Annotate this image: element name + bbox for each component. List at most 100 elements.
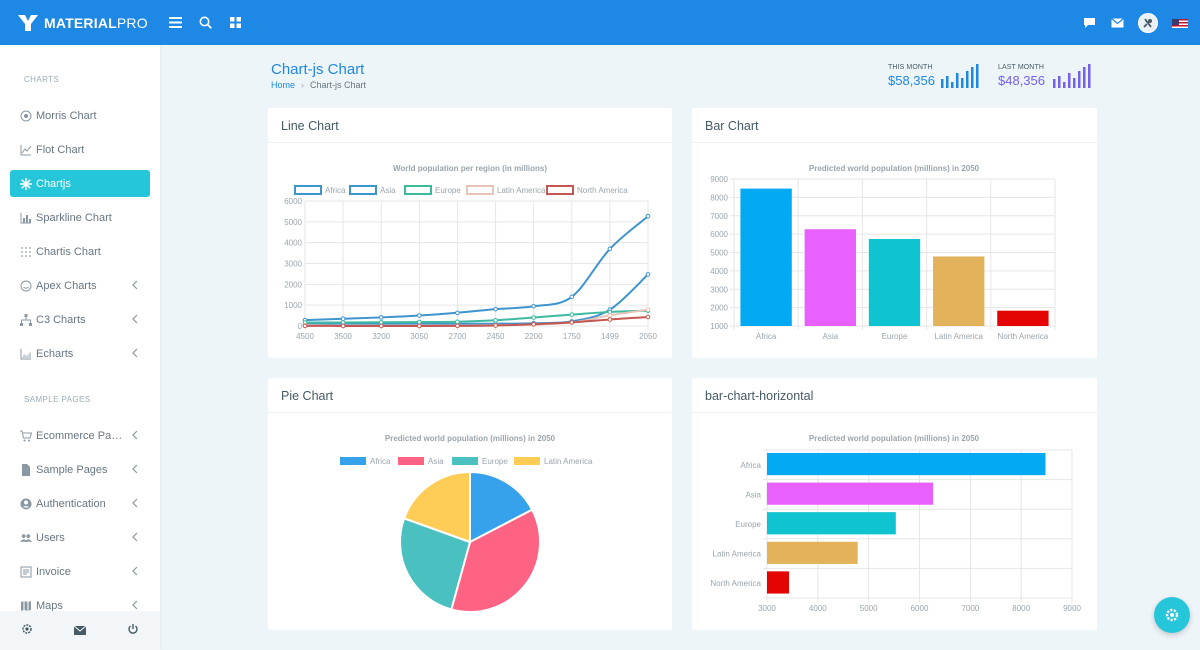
us-flag-icon[interactable] xyxy=(1172,17,1188,28)
map-icon xyxy=(20,600,32,612)
sidebar: CHARTS Morris Chart Flot Chart Chartjs S… xyxy=(0,45,160,650)
legend-swatch xyxy=(546,185,574,195)
x-tick-label: 7000 xyxy=(961,604,979,613)
sidebar-item-maps[interactable]: Maps xyxy=(10,592,150,619)
sidebar-item-ecommerce-pages[interactable]: Ecommerce Pages xyxy=(10,422,150,449)
sidebar-item-morris-chart[interactable]: Morris Chart xyxy=(10,102,150,129)
bar xyxy=(767,452,1046,476)
series-line xyxy=(304,215,649,322)
data-point xyxy=(417,319,422,325)
bar-chart-icon xyxy=(20,212,32,224)
chart-title: Predicted world population (millions) in… xyxy=(809,164,980,173)
data-point xyxy=(417,313,422,318)
avatar[interactable] xyxy=(1138,12,1158,33)
data-point xyxy=(455,310,460,316)
brand-logo[interactable]: MATERIAL PRO xyxy=(0,14,160,31)
y-tick-label: 5000 xyxy=(284,218,302,227)
series-line xyxy=(304,273,649,326)
sidebar-item-users[interactable]: Users xyxy=(10,524,150,551)
last-month-sparkline-icon xyxy=(1053,64,1091,88)
sidebar-item-invoice[interactable]: Invoice xyxy=(10,558,150,585)
y-tick-label: 4000 xyxy=(710,267,728,276)
settings-fab-button[interactable] xyxy=(1154,597,1190,633)
data-point xyxy=(569,320,575,325)
settings-icon[interactable] xyxy=(21,622,33,640)
y-tick-label: 2000 xyxy=(710,304,728,313)
pie-slice xyxy=(469,470,534,544)
chevron-left-icon xyxy=(132,464,138,474)
legend-label: Asia xyxy=(428,457,444,466)
pie-slice xyxy=(450,508,541,613)
breadcrumb: Home › Chart-js Chart xyxy=(271,80,366,90)
y-tick-label: 9000 xyxy=(710,175,728,184)
sidebar-item-label: Echarts xyxy=(36,347,74,360)
data-point xyxy=(607,246,613,252)
apps-grid-icon[interactable] xyxy=(228,16,242,30)
search-icon[interactable] xyxy=(198,16,212,30)
brand-name-light: PRO xyxy=(116,14,148,31)
bar xyxy=(868,239,921,326)
data-point xyxy=(645,272,651,277)
x-tick-label: Asia xyxy=(823,332,839,341)
power-icon[interactable] xyxy=(127,622,139,640)
sidebar-item-apex-charts[interactable]: Apex Charts xyxy=(10,272,150,299)
sidebar-item-label: C3 Charts xyxy=(36,313,86,326)
last-month-label: LAST MONTH xyxy=(998,64,1044,71)
bar-chart-card: Bar Chart Predicted world population (mi… xyxy=(692,108,1097,358)
sidebar-item-flot-chart[interactable]: Flot Chart xyxy=(10,136,150,163)
data-point xyxy=(455,323,460,329)
legend-label: Africa xyxy=(325,186,346,195)
sidebar-item-sparkline-chart[interactable]: Sparkline Chart xyxy=(10,204,150,231)
sidebar-item-c3-charts[interactable]: C3 Charts xyxy=(10,306,150,333)
sidebar-item-authentication[interactable]: Authentication xyxy=(10,490,150,517)
breadcrumb-home-link[interactable]: Home xyxy=(271,80,296,90)
legend-label: Europe xyxy=(435,186,461,195)
bar xyxy=(767,571,790,594)
x-tick-label: 3500 xyxy=(334,332,352,341)
last-month-value: $48,356 xyxy=(998,73,1045,88)
mail-icon[interactable] xyxy=(73,622,87,640)
x-tick-label: 3000 xyxy=(758,604,776,613)
breadcrumb-separator-icon: › xyxy=(301,80,305,90)
sidebar-item-chartis-chart[interactable]: Chartis Chart xyxy=(10,238,150,265)
sidebar-item-chartjs[interactable]: Chartjs xyxy=(10,170,150,197)
card-title: Line Chart xyxy=(268,108,672,143)
data-point xyxy=(493,323,498,328)
sidebar-item-label: Invoice xyxy=(36,565,71,578)
x-tick-label: 1750 xyxy=(563,332,581,341)
y-tick-label: 0 xyxy=(298,322,303,331)
chat-icon[interactable] xyxy=(1082,16,1096,30)
bar xyxy=(804,229,856,326)
last-month-stat: LAST MONTH $48,356 xyxy=(998,64,1045,88)
this-month-label: THIS MONTH xyxy=(888,64,933,71)
mail-icon[interactable] xyxy=(1110,16,1124,30)
sidebar-item-label: Authentication xyxy=(36,497,106,510)
sidebar-item-label: Sparkline Chart xyxy=(36,211,112,224)
data-point xyxy=(607,317,613,322)
asterisk-icon xyxy=(20,177,32,190)
data-point xyxy=(569,312,575,317)
chart-title: Predicted world population (millions) in… xyxy=(385,434,556,443)
data-point xyxy=(378,315,384,320)
data-point xyxy=(493,306,498,312)
chevron-left-icon xyxy=(132,532,138,542)
page-title: Chart-js Chart xyxy=(271,61,365,78)
sidebar-item-sample-pages[interactable]: Sample Pages xyxy=(10,456,150,483)
this-month-value: $58,356 xyxy=(888,73,935,88)
x-tick-label: 9000 xyxy=(1063,604,1081,613)
bar xyxy=(997,310,1049,326)
y-tick-label: 2000 xyxy=(284,280,302,289)
legend-label: Africa xyxy=(370,457,391,466)
menu-toggle-icon[interactable] xyxy=(168,16,182,30)
legend-swatch xyxy=(452,457,478,465)
x-tick-label: 4500 xyxy=(296,332,314,341)
sidebar-footer xyxy=(0,611,160,650)
data-point xyxy=(645,314,651,320)
x-tick-label: 3200 xyxy=(372,332,390,341)
user-avatar-icon xyxy=(1143,17,1152,28)
sidebar-item-echarts[interactable]: Echarts xyxy=(10,340,150,367)
card-title: Bar Chart xyxy=(692,108,1097,143)
data-point xyxy=(493,317,498,323)
x-tick-label: 2200 xyxy=(525,332,543,341)
sidebar-item-label: Ecommerce Pages xyxy=(36,429,128,442)
